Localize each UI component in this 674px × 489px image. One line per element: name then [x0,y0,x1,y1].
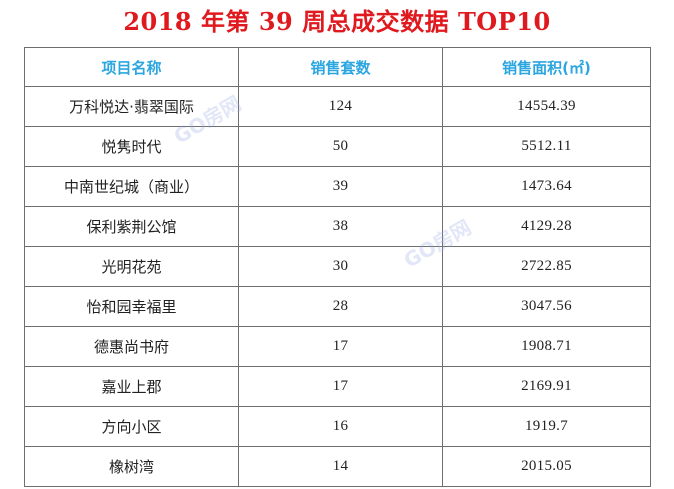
table-row: 橡树湾 14 2015.05 [24,446,651,487]
table-row: 保利紫荆公馆 38 4129.28 [24,206,651,247]
table-row: 方向小区 16 1919.7 [24,406,651,447]
area-cell: 1473.64 [442,166,651,207]
project-name-cell: 方向小区 [24,406,239,447]
page-title: 2018 年第 39 周总成交数据 TOP10 [123,7,551,36]
units-cell: 39 [238,166,443,207]
project-name-cell: 保利紫荆公馆 [24,206,239,247]
units-cell: 124 [238,86,443,127]
project-name-cell: 万科悦达·翡翠国际 [24,86,239,127]
area-cell: 14554.39 [442,86,651,127]
project-name-cell: 德惠尚书府 [24,326,239,367]
table-row: 怡和园幸福里 28 3047.56 [24,286,651,327]
project-name-cell: 嘉业上郡 [24,366,239,407]
units-cell: 17 [238,326,443,367]
header-project-name: 项目名称 [24,47,239,87]
project-name-cell: 中南世纪城（商业） [24,166,239,207]
table-row: 嘉业上郡 17 2169.91 [24,366,651,407]
units-cell: 14 [238,446,443,487]
table-row: 光明花苑 30 2722.85 [24,246,651,287]
project-name-cell: 悦隽时代 [24,126,239,167]
units-cell: 50 [238,126,443,167]
units-cell: 16 [238,406,443,447]
top10-table: 项目名称 销售套数 销售面积(㎡) 万科悦达·翡翠国际 124 14554.39… [24,47,651,487]
project-name-cell: 光明花苑 [24,246,239,287]
area-cell: 2169.91 [442,366,651,407]
project-name-cell: 怡和园幸福里 [24,286,239,327]
table-row: 中南世纪城（商业） 39 1473.64 [24,166,651,207]
project-name-cell: 橡树湾 [24,446,239,487]
table-row: 德惠尚书府 17 1908.71 [24,326,651,367]
units-cell: 17 [238,366,443,407]
area-cell: 4129.28 [442,206,651,247]
area-cell: 5512.11 [442,126,651,167]
area-cell: 2015.05 [442,446,651,487]
units-cell: 30 [238,246,443,287]
header-area-sold: 销售面积(㎡) [442,47,651,87]
header-units-sold: 销售套数 [238,47,443,87]
table-row: 万科悦达·翡翠国际 124 14554.39 [24,86,651,127]
table-row: 悦隽时代 50 5512.11 [24,126,651,167]
units-cell: 38 [238,206,443,247]
area-cell: 1919.7 [442,406,651,447]
area-cell: 3047.56 [442,286,651,327]
units-cell: 28 [238,286,443,327]
area-cell: 1908.71 [442,326,651,367]
area-cell: 2722.85 [442,246,651,287]
table-header-row: 项目名称 销售套数 销售面积(㎡) [24,47,651,87]
